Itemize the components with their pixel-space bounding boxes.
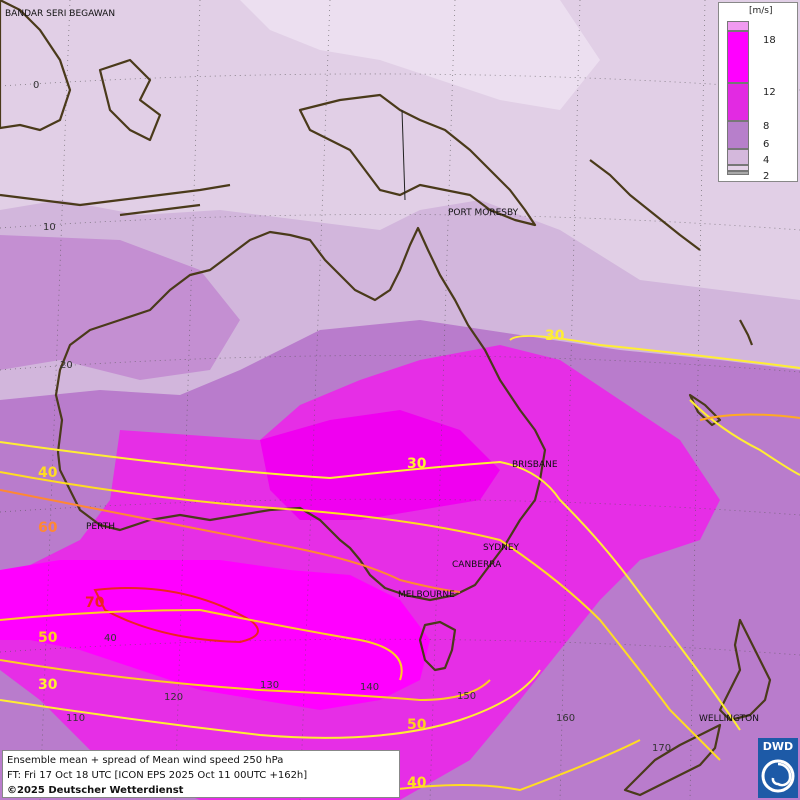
contour-label: 60 xyxy=(38,520,58,536)
lat-label: 20 xyxy=(60,360,73,371)
vanuatu-coastline xyxy=(739,319,754,346)
lat-label: 10 xyxy=(43,222,56,233)
contour-label: 70 xyxy=(85,595,105,611)
contour-label: 40 xyxy=(407,775,427,791)
legend-swatch xyxy=(727,165,749,171)
contour-label: 50 xyxy=(38,630,58,646)
city-label: MELBOURNE xyxy=(398,590,455,600)
png-border xyxy=(401,109,406,201)
lon-label: 140 xyxy=(360,682,380,693)
contour-label: 30 xyxy=(38,677,58,693)
info-box: Ensemble mean + spread of Mean wind spee… xyxy=(2,750,400,798)
city-label: SYDNEY xyxy=(483,543,520,553)
solomon-islands-coastline xyxy=(589,159,701,251)
product-title: Ensemble mean + spread of Mean wind spee… xyxy=(7,755,284,766)
isotach-60 xyxy=(0,489,461,593)
field-low-east xyxy=(640,180,800,300)
city-label: WELLINGTON xyxy=(699,714,759,724)
lon-label: 170 xyxy=(652,743,672,754)
lat-label: 40 xyxy=(104,633,117,644)
isotach-30-east xyxy=(689,399,800,476)
lon-label: 160 xyxy=(556,713,576,724)
legend-unit: [m/s] xyxy=(749,6,773,16)
field-mid-west xyxy=(0,235,240,380)
contour-label: 50 xyxy=(407,717,427,733)
legend-swatch xyxy=(727,21,749,31)
isotach-50-a xyxy=(0,608,403,681)
field-jet-core xyxy=(0,345,720,800)
tasmania-coastline xyxy=(418,620,457,672)
legend-tick: 4 xyxy=(763,155,770,166)
lon-label: 150 xyxy=(457,691,477,702)
legend-swatch xyxy=(727,83,749,121)
isotach-40 xyxy=(0,471,721,761)
isotach-30-ne xyxy=(509,335,800,369)
contour-label: 40 xyxy=(38,465,58,481)
legend-tick: 12 xyxy=(763,87,776,98)
isotach-50-b xyxy=(0,659,491,702)
legend-swatch xyxy=(727,149,749,165)
isotach-70 xyxy=(93,587,259,644)
coastlines xyxy=(0,0,772,797)
legend-swatch xyxy=(727,171,749,175)
nz-south-island-coastline xyxy=(623,723,722,797)
contour-label: 30 xyxy=(407,456,427,472)
copyright: ©2025 Deutscher Wetterdienst xyxy=(7,785,184,796)
lon-label: 120 xyxy=(164,692,184,703)
nz-north-island-coastline xyxy=(718,618,772,722)
lon-label: 130 xyxy=(260,680,280,691)
city-label: PERTH xyxy=(86,522,115,532)
isotach-40-south xyxy=(389,739,641,792)
legend-tick: 2 xyxy=(763,171,770,182)
weather-swirl-icon xyxy=(761,759,795,793)
legend-swatch xyxy=(727,31,749,83)
legend-swatch xyxy=(727,121,749,149)
dwd-logo-text: DWD xyxy=(762,740,794,753)
new-guinea-coastline xyxy=(298,93,537,227)
indonesia-islands-coastline xyxy=(0,183,231,217)
lat-label: 0 xyxy=(33,80,40,91)
isotach-40-east xyxy=(699,413,800,421)
isotach-30-north xyxy=(0,441,741,731)
city-label: BRISBANE xyxy=(512,460,558,470)
field-jet-max xyxy=(0,560,430,710)
contour-label: 30 xyxy=(545,328,565,344)
legend-tick: 18 xyxy=(763,35,776,46)
color-legend: [m/s] 18 12 8 6 4 2 xyxy=(718,2,798,182)
australia-coastline xyxy=(54,226,547,602)
city-label: CANBERRA xyxy=(452,560,502,570)
sulawesi-coastline xyxy=(98,58,162,142)
dwd-logo: DWD xyxy=(758,738,798,798)
forecast-time: FT: Fri 17 Oct 18 UTC [ICON EPS 2025 Oct… xyxy=(7,770,308,781)
borneo-coastline xyxy=(0,0,72,132)
legend-tick: 8 xyxy=(763,121,770,132)
legend-tick: 6 xyxy=(763,139,770,150)
field-low-north-2 xyxy=(240,0,600,110)
isotach-30-south xyxy=(0,669,541,739)
lon-label: 110 xyxy=(66,713,86,724)
field-jet-max-2 xyxy=(260,410,500,520)
field-low-north xyxy=(0,0,800,300)
city-label: BANDAR SERI BEGAWAN xyxy=(5,9,116,19)
isotachs xyxy=(0,335,800,792)
city-label: PORT MORESBY xyxy=(448,208,519,218)
